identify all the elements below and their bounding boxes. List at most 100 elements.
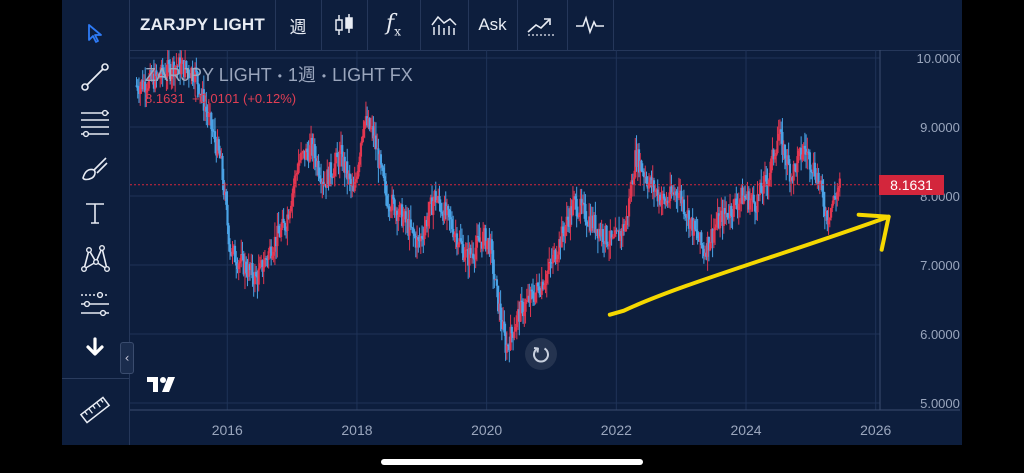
candle-body — [405, 218, 409, 223]
candle-body — [559, 239, 562, 248]
candle-body — [445, 206, 449, 216]
candle-body — [536, 282, 540, 287]
candle-body — [437, 196, 440, 201]
candle-body — [606, 244, 609, 247]
candle-body — [772, 149, 775, 160]
candle-body — [716, 213, 719, 225]
cursor-tool[interactable] — [74, 16, 116, 50]
candle-body — [637, 149, 641, 173]
candle-body — [733, 198, 737, 200]
candle-body — [704, 252, 707, 257]
reset-chart-button[interactable] — [525, 338, 557, 370]
candle-body — [702, 248, 705, 257]
candle-body — [723, 208, 727, 215]
measure-tool[interactable] — [74, 393, 116, 427]
candle-body — [334, 152, 338, 164]
candle-body — [603, 241, 606, 244]
candle-body — [256, 276, 259, 285]
candle-body — [139, 86, 142, 95]
candle-body — [301, 152, 304, 154]
candle-body — [511, 333, 515, 338]
alert-button[interactable] — [517, 0, 568, 50]
forecast-tool[interactable] — [74, 287, 116, 321]
candle-body — [645, 176, 648, 184]
candle-body — [362, 129, 365, 137]
candle-body — [419, 236, 422, 242]
candle-body — [660, 200, 663, 205]
indicators-button[interactable]: fx — [367, 0, 421, 50]
symbol-search-button[interactable]: ZARJPY LIGHT — [130, 0, 276, 50]
candle-body — [341, 145, 344, 167]
candle-body — [629, 196, 632, 199]
candle-body — [564, 226, 567, 237]
replay-button[interactable] — [567, 0, 614, 50]
candle-body — [546, 270, 550, 274]
candle-body — [788, 163, 792, 182]
candle-body — [838, 178, 841, 188]
candle-body — [465, 249, 469, 251]
candle-body — [212, 131, 215, 133]
candle-body — [202, 89, 205, 111]
candle-body — [195, 67, 198, 73]
candle-body — [580, 198, 583, 206]
candle-body — [196, 72, 199, 85]
candle-body — [767, 179, 770, 187]
candle-body — [713, 227, 717, 231]
candle-body — [773, 156, 777, 160]
ask-button[interactable]: Ask — [468, 0, 518, 50]
candle-body — [182, 60, 185, 78]
candle-body — [369, 127, 373, 130]
candle-body — [177, 57, 180, 67]
candle-body — [574, 196, 577, 199]
toolbar-collapse-button[interactable]: ‹ — [120, 342, 134, 374]
pattern-tool[interactable] — [74, 241, 116, 275]
candle-body — [170, 74, 173, 80]
candle-body — [151, 73, 154, 80]
candle-body — [213, 131, 217, 143]
candle-body — [266, 258, 269, 260]
trend-line-tool[interactable] — [74, 60, 116, 94]
candle-body — [353, 181, 356, 192]
interval-button[interactable]: 週 — [275, 0, 322, 50]
candle-body — [514, 327, 517, 332]
remove-drawings-tool[interactable] — [74, 330, 116, 364]
text-tool[interactable] — [74, 196, 116, 230]
price-tick-label: 9.0000 — [920, 120, 960, 135]
candle-body — [659, 194, 662, 205]
candle-body — [200, 93, 203, 96]
candle-body — [652, 180, 656, 192]
candle-body — [368, 118, 371, 130]
chart-type-button[interactable] — [321, 0, 368, 50]
device-bezel-right — [962, 0, 1024, 473]
candle-body — [766, 181, 769, 187]
candle-body — [396, 210, 399, 221]
candle-body — [478, 237, 481, 243]
candle-body — [665, 200, 668, 205]
candle-body — [810, 169, 813, 173]
candle-body — [684, 214, 687, 216]
candle-body — [821, 180, 824, 192]
candle-body — [267, 251, 270, 260]
candle-body — [791, 177, 794, 181]
candle-body — [813, 162, 816, 177]
candles — [135, 50, 841, 363]
candle-body — [591, 215, 594, 229]
candle-body — [464, 249, 467, 258]
candle-body — [306, 148, 309, 153]
compare-button[interactable] — [420, 0, 469, 50]
home-indicator[interactable] — [381, 459, 643, 465]
brush-tool[interactable] — [74, 152, 116, 186]
candle-body — [166, 60, 169, 77]
candle-body — [185, 61, 188, 69]
fib-lines-tool[interactable] — [74, 106, 116, 140]
candle-body — [333, 163, 336, 176]
candle-body — [288, 211, 291, 219]
candle-body — [583, 202, 586, 204]
device-bezel-left — [0, 0, 62, 473]
candle-body — [280, 227, 283, 237]
candle-body — [617, 230, 621, 241]
candle-body — [523, 311, 526, 317]
candle-body — [142, 81, 146, 90]
candle-body — [452, 229, 455, 238]
